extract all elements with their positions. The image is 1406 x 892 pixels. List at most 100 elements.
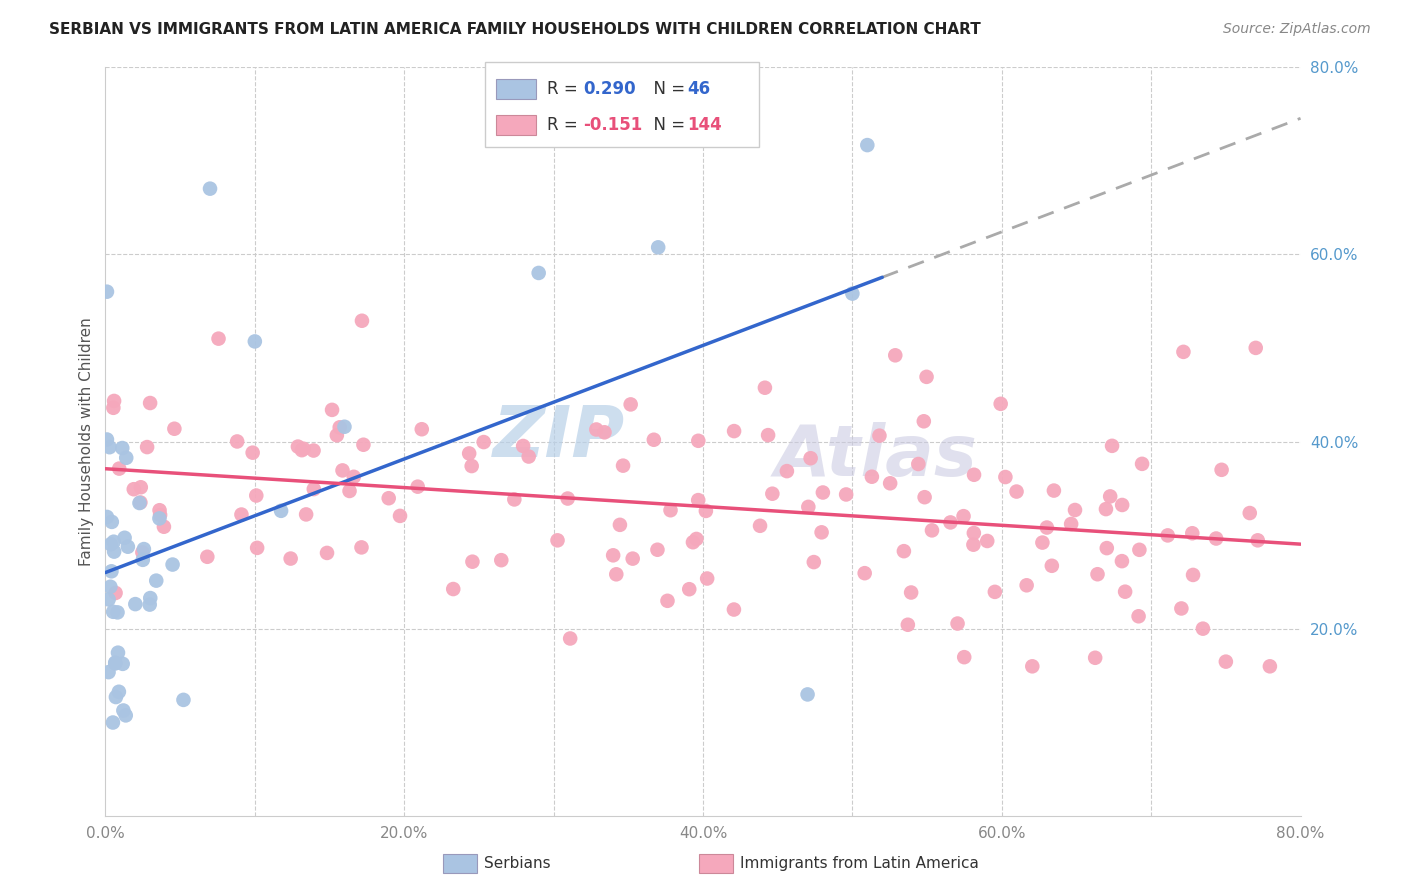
Point [104,656,127,670]
Point [295,508,318,522]
Point [1101,439,1123,453]
Point [893,544,915,558]
Point [292,442,315,456]
Point [122,482,145,496]
Point [1021,659,1043,673]
Point [101,605,124,619]
Point [242,445,264,459]
Point [990,397,1012,411]
Point [411,422,433,436]
Point [139,396,162,410]
Point [976,533,998,548]
Point [1036,520,1059,534]
Point [350,541,373,555]
Point [332,463,354,477]
Point [900,585,922,599]
Text: Atlas: Atlas [775,422,977,491]
Point [1173,344,1195,359]
Point [609,517,631,532]
Point [1130,457,1153,471]
Point [1043,483,1066,498]
Point [512,439,534,453]
Point [270,504,292,518]
Point [695,504,717,518]
Point [685,532,707,546]
Point [145,574,167,588]
Point [811,485,834,500]
Point [101,715,124,730]
Point [647,542,669,557]
Point [231,508,253,522]
Point [326,428,349,442]
Point [659,503,682,517]
Point [797,500,820,514]
Point [104,657,127,671]
Point [1128,609,1150,624]
Point [605,567,627,582]
Point [796,687,818,701]
Point [389,508,412,523]
Point [860,469,883,483]
Text: -0.151: -0.151 [583,116,643,134]
Point [1157,528,1180,542]
Point [100,580,122,594]
Text: R =: R = [547,116,583,134]
Point [103,544,125,558]
Text: Immigrants from Latin America: Immigrants from Latin America [740,856,979,871]
Point [163,422,186,436]
Text: 46: 46 [688,80,710,98]
Point [115,450,138,465]
Point [97,592,120,607]
Point [1095,502,1118,516]
Point [124,597,146,611]
Point [117,540,139,554]
Point [339,483,361,498]
Point [754,381,776,395]
Point [111,441,134,455]
Text: N =: N = [643,80,690,98]
Point [243,334,266,349]
Point [963,526,986,541]
Point [657,594,679,608]
Point [527,266,550,280]
Point [491,553,513,567]
Point [756,428,779,442]
Point [1111,498,1133,512]
Point [1031,535,1053,549]
Point [879,476,901,491]
Point [803,555,825,569]
Point [853,566,876,581]
Point [907,457,929,471]
Text: Serbians: Serbians [484,856,550,871]
Point [915,369,938,384]
Point [131,545,153,559]
Point [139,591,162,605]
Point [647,240,669,254]
Point [1128,542,1150,557]
Point [1060,516,1083,531]
Point [302,482,325,496]
Point [138,598,160,612]
Point [749,518,772,533]
Point [761,486,783,500]
Point [100,564,122,578]
Point [97,665,120,679]
Point [162,558,184,572]
Point [1205,532,1227,546]
Point [246,541,269,555]
Point [472,435,495,450]
Point [198,181,221,195]
Point [1244,341,1267,355]
Point [148,511,170,525]
Point [287,440,309,454]
Point [207,332,229,346]
Point [585,422,607,436]
Text: 0.290: 0.290 [583,80,636,98]
Point [149,508,172,522]
Text: SERBIAN VS IMMIGRANTS FROM LATIN AMERICA FAMILY HOUSEHOLDS WITH CHILDREN CORRELA: SERBIAN VS IMMIGRANTS FROM LATIN AMERICA… [49,22,981,37]
Point [108,461,131,475]
Point [129,480,152,494]
Point [245,489,267,503]
Point [132,553,155,567]
Point [1181,526,1204,541]
